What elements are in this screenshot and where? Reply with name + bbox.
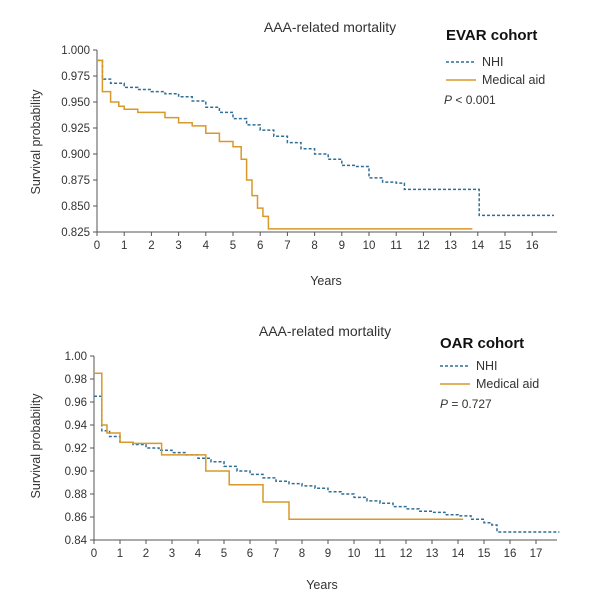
evar-x-tick-label: 16 xyxy=(526,240,539,252)
oar-x-tick-label: 10 xyxy=(348,548,361,560)
evar-x-tick-label: 4 xyxy=(203,240,210,252)
evar-x-tick-label: 7 xyxy=(284,240,290,252)
oar-y-tick-label: 0.90 xyxy=(65,466,87,478)
oar-x-tick-label: 9 xyxy=(325,548,331,560)
evar-x-tick-label: 14 xyxy=(471,240,484,252)
evar-legend-medicalaid-label: Medical aid xyxy=(482,73,545,87)
evar-y-tick-label: 0.925 xyxy=(61,123,90,135)
evar-y-tick-label: 0.900 xyxy=(61,149,90,161)
oar-cohort-label: OAR cohort xyxy=(440,335,524,352)
evar-chart: AAA-related mortality EVAR cohort NHI Me… xyxy=(29,19,557,288)
oar-y-tick-label: 0.92 xyxy=(65,443,87,455)
oar-x-tick-label: 6 xyxy=(247,548,253,560)
evar-plot-area: 0.825 0.850 0.875 0.900 0.925 0.950 0.975 1.000… xyxy=(61,45,557,252)
oar-y-tick-label: 0.96 xyxy=(65,397,87,409)
oar-x-tick-label: 12 xyxy=(400,548,413,560)
evar-x-axis-label: Years xyxy=(310,274,342,288)
evar-x-tick-label: 2 xyxy=(148,240,154,252)
oar-y-tick-label: 0.94 xyxy=(65,420,88,432)
oar-y-tick-label: 1.00 xyxy=(65,351,87,363)
oar-plot-area: 0.840.860.880.900.920.940.960.981.000 1 2 3… xyxy=(65,351,560,560)
evar-y-tick-label: 0.975 xyxy=(61,71,90,83)
oar-chart: AAA-related mortality OAR cohort NHI Med… xyxy=(29,323,560,592)
evar-y-tick-label: 0.875 xyxy=(61,175,90,187)
oar-y-tick-label: 0.98 xyxy=(65,374,87,386)
evar-x-tick-label: 3 xyxy=(175,240,181,252)
oar-y-tick-label: 0.88 xyxy=(65,489,87,501)
evar-x-tick-label: 12 xyxy=(417,240,430,252)
evar-x-tick-label: 9 xyxy=(339,240,345,252)
evar-pvalue-letter: P xyxy=(444,93,452,107)
oar-x-tick-label: 15 xyxy=(478,548,491,560)
oar-x-tick-label: 3 xyxy=(169,548,175,560)
oar-x-tick-label: 5 xyxy=(221,548,227,560)
oar-chart-title: AAA-related mortality xyxy=(259,323,391,339)
oar-x-tick-label: 14 xyxy=(452,548,465,560)
oar-x-tick-label: 11 xyxy=(374,548,386,560)
oar-x-tick-label: 8 xyxy=(299,548,305,560)
oar-x-tick-label: 7 xyxy=(273,548,279,560)
evar-x-tick-label: 5 xyxy=(230,240,236,252)
oar-x-tick-label: 16 xyxy=(504,548,517,560)
evar-series-nhi xyxy=(97,59,554,217)
oar-pvalue: P = 0.727 xyxy=(440,397,492,411)
evar-y-tick-label: 0.950 xyxy=(61,97,90,109)
evar-pvalue-text: < 0.001 xyxy=(452,93,496,107)
oar-x-tick-label: 2 xyxy=(143,548,149,560)
evar-y-tick-label: 0.825 xyxy=(61,227,90,239)
oar-y-tick-label: 0.84 xyxy=(65,535,88,547)
evar-x-tick-label: 11 xyxy=(390,240,402,252)
evar-cohort-label: EVAR cohort xyxy=(446,27,537,44)
oar-legend-nhi-label: NHI xyxy=(476,359,498,373)
oar-pvalue-letter: P xyxy=(440,397,448,411)
oar-x-tick-label: 17 xyxy=(530,548,543,560)
evar-x-tick-label: 15 xyxy=(499,240,512,252)
evar-x-tick-label: 10 xyxy=(363,240,376,252)
evar-y-tick-label: 1.000 xyxy=(61,45,90,57)
oar-series-medical-aid xyxy=(94,372,464,521)
evar-x-tick-label: 6 xyxy=(257,240,263,252)
evar-x-tick-label: 8 xyxy=(311,240,317,252)
evar-legend-nhi-label: NHI xyxy=(482,55,504,69)
oar-x-axis-label: Years xyxy=(306,578,338,592)
oar-pvalue-text: = 0.727 xyxy=(448,397,492,411)
oar-x-tick-label: 1 xyxy=(117,548,123,560)
evar-y-tick-label: 0.850 xyxy=(61,201,90,213)
evar-pvalue: P < 0.001 xyxy=(444,93,496,107)
evar-x-tick-label: 0 xyxy=(94,240,100,252)
oar-y-tick-label: 0.86 xyxy=(65,512,87,524)
oar-x-tick-label: 13 xyxy=(426,548,439,560)
evar-chart-title: AAA-related mortality xyxy=(264,19,396,35)
evar-x-tick-label: 1 xyxy=(121,240,127,252)
oar-y-axis-label: Survival probability xyxy=(29,393,43,499)
oar-legend-medicalaid-label: Medical aid xyxy=(476,377,539,391)
evar-series-medical-aid xyxy=(97,59,473,230)
oar-x-tick-label: 4 xyxy=(195,548,202,560)
oar-x-tick-label: 0 xyxy=(91,548,97,560)
evar-x-tick-label: 13 xyxy=(444,240,457,252)
oar-series-nhi xyxy=(94,395,560,533)
evar-y-axis-label: Survival probability xyxy=(29,89,43,195)
